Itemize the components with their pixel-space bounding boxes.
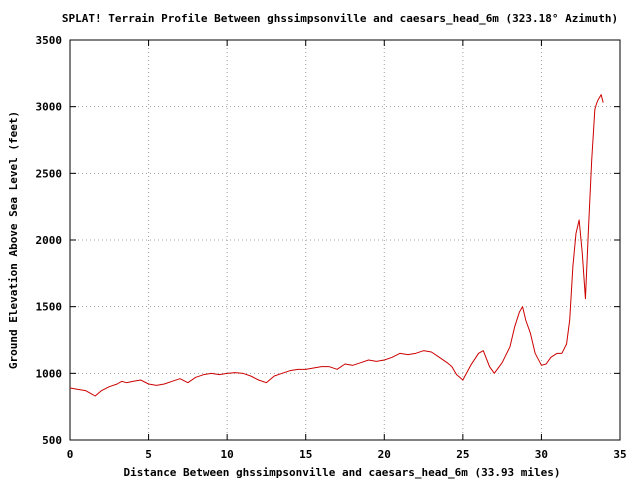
y-tick-label: 1000 (36, 367, 63, 380)
x-tick-labels: 0 5 10 15 20 25 30 35 (67, 448, 627, 461)
y-tick-label: 3000 (36, 101, 63, 114)
x-tick-label: 15 (299, 448, 312, 461)
plot-frame (69, 39, 621, 441)
x-tick-label: 5 (145, 448, 152, 461)
y-tick-label: 500 (42, 434, 62, 447)
y-tick-label: 1500 (36, 301, 63, 314)
y-tick-label: 3500 (36, 34, 63, 47)
x-tick-label: 35 (613, 448, 626, 461)
y-tick-labels: 500 1000 1500 2000 2500 3000 3500 (36, 34, 63, 447)
x-axis-label: Distance Between ghssimpsonville and cae… (123, 466, 560, 479)
x-tick-label: 0 (67, 448, 74, 461)
chart-title: SPLAT! Terrain Profile Between ghssimpso… (62, 12, 618, 25)
x-tick-label: 30 (535, 448, 548, 461)
axis-ticks (69, 39, 621, 441)
y-tick-label: 2500 (36, 167, 63, 180)
terrain-profile-line (69, 94, 604, 397)
y-axis-label: Ground Elevation Above Sea Level (feet) (7, 111, 20, 369)
x-tick-label: 25 (456, 448, 469, 461)
x-tick-label: 20 (378, 448, 391, 461)
y-tick-label: 2000 (36, 234, 63, 247)
x-tick-label: 10 (221, 448, 234, 461)
grid-lines (70, 40, 620, 440)
